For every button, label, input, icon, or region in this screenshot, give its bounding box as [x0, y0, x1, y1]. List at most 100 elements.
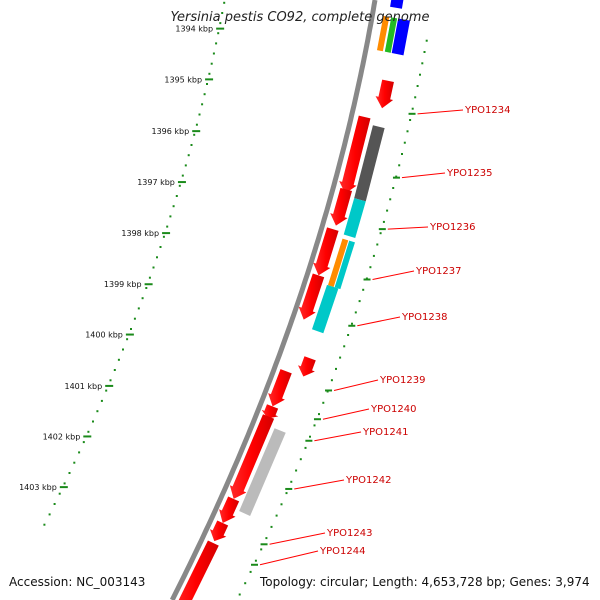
gene-bar-ypo1235[interactable]	[354, 125, 385, 202]
scale-dot	[145, 287, 148, 289]
scale-dot	[109, 379, 112, 382]
gene-label[interactable]: YPO1240	[370, 404, 416, 415]
scale-dot	[113, 369, 116, 371]
gene-arrow-ypo1239[interactable]	[297, 356, 316, 377]
scale-dot	[215, 42, 218, 45]
outer-ring-dot	[392, 187, 395, 189]
outer-ring-dot	[249, 570, 252, 573]
scale-dot	[181, 174, 184, 177]
gene-label[interactable]: YPO1238	[401, 312, 447, 323]
gene-arrow-ypo1241[interactable]	[261, 404, 279, 419]
gene-arrow-ypo1237[interactable]	[313, 227, 339, 276]
outer-ring-dot	[295, 469, 298, 472]
scale-dot	[175, 195, 178, 197]
outer-ring-dot	[238, 593, 241, 596]
gene-label[interactable]: YPO1242	[345, 475, 391, 486]
scale-dot	[152, 266, 155, 269]
scale-dot	[133, 317, 136, 320]
scale-dot	[68, 472, 71, 474]
outer-ring-dot	[339, 356, 342, 359]
outer-ring-dot	[382, 220, 385, 223]
kbp-tick-label: 1396 kbp	[151, 127, 189, 136]
gene-bar-ypo1242[interactable]	[239, 428, 286, 516]
gene-leader-line	[322, 408, 370, 420]
scale-dot	[105, 389, 108, 392]
outer-ring-dot	[389, 198, 392, 201]
outer-ring-dot	[395, 175, 398, 178]
scale-dot	[92, 420, 94, 423]
outer-ring-dot	[275, 514, 278, 517]
outer-ring-dot	[414, 96, 417, 99]
kbp-tick-label: 1402 kbp	[43, 433, 81, 442]
scale-dot	[206, 83, 208, 85]
outer-ring-dot	[403, 141, 406, 144]
accession-text: Accession: NC_003143	[9, 575, 146, 589]
scale-dot	[184, 164, 187, 167]
gene-bar-ypo1236[interactable]	[343, 198, 366, 238]
scale-dot	[130, 328, 132, 330]
gene-leader-line	[259, 550, 319, 566]
gene-leader-line	[372, 270, 415, 281]
scale-dot	[48, 513, 51, 516]
gene-feature-top[interactable]	[376, 15, 390, 52]
gene-label[interactable]: YPO1241	[362, 427, 408, 438]
outer-ring-dot	[285, 492, 288, 495]
outer-ring-dot	[335, 367, 337, 370]
gene-label[interactable]: YPO1243	[326, 528, 372, 539]
outer-ring-dot	[423, 51, 426, 53]
gene-feature-top[interactable]	[384, 17, 398, 53]
outer-ring-dot	[318, 413, 320, 416]
gene-arrow-ypo1236[interactable]	[330, 187, 353, 226]
gene-bar-ypo1238[interactable]	[311, 284, 339, 334]
outer-ring-dot	[372, 254, 375, 257]
gene-arrow-ypo1235[interactable]	[339, 115, 371, 194]
outer-ring-dot	[425, 39, 428, 42]
outer-ring-dot	[362, 288, 365, 291]
outer-ring-dot	[309, 435, 311, 438]
gene-arrow-ypo1243b[interactable]	[209, 520, 229, 542]
scale-dot	[87, 430, 90, 433]
gene-arrow-ypo1234[interactable]	[375, 79, 394, 109]
kbp-tick-label: 1398 kbp	[121, 229, 159, 238]
outer-ring-dot	[330, 379, 333, 382]
kbp-tick-label: 1400 kbp	[85, 331, 123, 340]
outer-ring-dot	[313, 424, 316, 427]
gene-leader-line	[387, 226, 429, 230]
gene-label[interactable]: YPO1234	[464, 105, 510, 116]
scale-dot	[187, 154, 190, 157]
outer-ring-dot	[421, 62, 424, 65]
gene-leader-line	[294, 479, 345, 490]
scale-dot	[169, 215, 172, 218]
gene-arrow-ypo1243[interactable]	[219, 496, 240, 524]
gene-label[interactable]: YPO1237	[415, 266, 461, 277]
gene-feature-top[interactable]	[390, 0, 404, 9]
outer-ring-dot	[280, 503, 283, 506]
outer-ring-dot	[265, 537, 268, 540]
scale-dot	[156, 256, 158, 259]
gene-bar-ypo1237[interactable]	[327, 238, 349, 287]
gene-label[interactable]: YPO1236	[429, 222, 475, 233]
scale-dot	[53, 503, 56, 505]
outer-ring-dot	[322, 401, 325, 404]
outer-ring-dot	[270, 525, 273, 528]
gene-label[interactable]: YPO1244	[319, 546, 365, 557]
outer-ring-dot	[401, 153, 403, 155]
scale-dot	[217, 32, 220, 35]
kbp-tick-label: 1403 kbp	[19, 483, 57, 492]
gene-arrow-ypo1244[interactable]	[172, 540, 219, 600]
gene-arrow-ypo1240[interactable]	[268, 369, 292, 407]
scale-dot	[223, 1, 226, 4]
gene-feature-top[interactable]	[391, 18, 410, 56]
outer-ring-dot	[351, 322, 353, 325]
outer-ring-dot	[369, 266, 372, 269]
gene-arrow-ypo1242a[interactable]	[229, 414, 275, 499]
gene-arrow-ypo1238[interactable]	[298, 273, 325, 320]
outer-ring-dot	[416, 85, 419, 87]
gene-leader-line	[357, 316, 401, 327]
scale-dot	[221, 12, 224, 14]
scale-dot	[137, 307, 140, 310]
gene-label[interactable]: YPO1235	[446, 168, 492, 179]
gene-bar-ypo1237[interactable]	[334, 240, 355, 290]
gene-label[interactable]: YPO1239	[379, 375, 425, 386]
